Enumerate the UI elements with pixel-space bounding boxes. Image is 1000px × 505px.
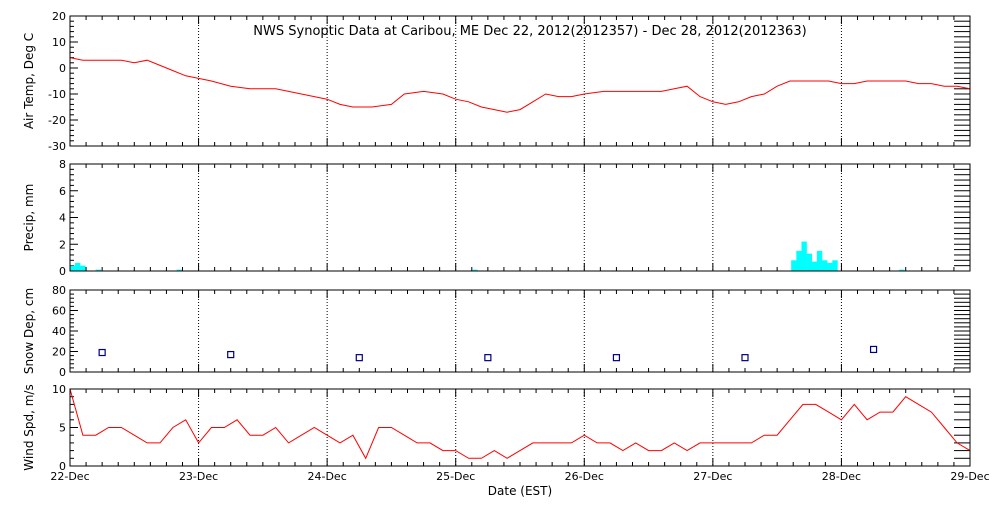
precip-bar bbox=[69, 265, 76, 271]
x-tick-label: 28-Dec bbox=[822, 470, 861, 483]
precip-bar bbox=[176, 269, 182, 271]
x-tick-label: 23-Dec bbox=[179, 470, 218, 483]
precip-panel: 0 2 4 6 8 Precip, mm bbox=[22, 158, 971, 278]
precip-bar bbox=[75, 262, 81, 271]
precip-bar bbox=[796, 250, 802, 271]
chart-title: NWS Synoptic Data at Caribou, ME Dec 22,… bbox=[253, 24, 806, 39]
snow-depth-marker bbox=[741, 354, 749, 362]
precip-bar bbox=[791, 260, 797, 271]
precip-y-tick-label: 0 bbox=[59, 265, 66, 278]
snow-depth-frame bbox=[69, 289, 971, 373]
air-temp-y-tick-label: -20 bbox=[48, 114, 66, 127]
x-axis-label: Date (EST) bbox=[488, 484, 552, 498]
precip-y-axis-label: Precip, mm bbox=[22, 184, 36, 252]
precip-bar bbox=[801, 241, 807, 271]
x-tick-label: 25-Dec bbox=[436, 470, 475, 483]
precip-bar bbox=[899, 269, 905, 271]
precip-bar bbox=[832, 260, 838, 271]
air-temp-y-axis-label: Air Temp, Deg C bbox=[22, 33, 36, 129]
snow-depth-panel: 0 20 40 60 80 Snow Dep, cm bbox=[22, 284, 971, 379]
air-temp-frame bbox=[69, 15, 971, 147]
wind-speed-y-tick-label: 0 bbox=[59, 460, 66, 473]
precip-frame bbox=[69, 163, 971, 272]
air-temp-panel: -30 -20 -10 0 10 20 Air Temp, Deg C bbox=[22, 10, 971, 153]
snow-depth-y-axis-label: Snow Dep, cm bbox=[22, 288, 36, 374]
precip-bar bbox=[822, 260, 828, 271]
air-temp-y-tick-label: -30 bbox=[48, 140, 66, 153]
snow-depth-y-tick-label: 0 bbox=[59, 366, 66, 379]
wind-speed-y-tick-label: 10 bbox=[52, 383, 66, 396]
wind-speed-y-tick-label: 5 bbox=[59, 422, 66, 435]
precip-y-tick-label: 6 bbox=[59, 185, 66, 198]
precip-bar bbox=[816, 250, 823, 271]
snow-depth-marker bbox=[355, 354, 363, 362]
air-temp-y-tick-label: 20 bbox=[52, 10, 66, 23]
snow-depth-marker bbox=[98, 348, 106, 357]
precip-bar bbox=[811, 261, 818, 271]
precip-bar bbox=[80, 265, 86, 271]
wind-speed-panel: 0 5 10 Wind Spd, m/s bbox=[22, 383, 971, 473]
x-tick-label: 22-Dec bbox=[50, 470, 89, 483]
air-temp-series-line bbox=[69, 57, 971, 113]
precip-bar bbox=[806, 253, 812, 271]
snow-depth-y-tick-label: 60 bbox=[52, 305, 66, 318]
snow-depth-marker bbox=[612, 354, 621, 362]
x-tick-label: 29-Dec bbox=[950, 470, 989, 483]
x-tick-label: 26-Dec bbox=[565, 470, 604, 483]
air-temp-y-tick-label: 0 bbox=[59, 62, 66, 75]
snow-depth-marker bbox=[869, 345, 878, 354]
precip-bar bbox=[472, 269, 478, 271]
snow-depth-marker bbox=[484, 354, 492, 362]
precip-y-tick-label: 8 bbox=[59, 158, 66, 171]
chart-panels: -30 -20 -10 0 10 20 Air Temp, Deg C 0 2 4 6 8 Precip… bbox=[22, 10, 990, 483]
x-tick-label: 24-Dec bbox=[308, 470, 347, 483]
precip-y-tick-label: 2 bbox=[59, 238, 66, 251]
air-temp-y-tick-label: -10 bbox=[48, 88, 66, 101]
air-temp-y-tick-label: 10 bbox=[52, 36, 66, 49]
precip-bar bbox=[827, 262, 833, 271]
snow-depth-y-tick-label: 40 bbox=[52, 325, 66, 338]
wind-speed-frame bbox=[69, 388, 971, 467]
snow-depth-marker bbox=[227, 350, 235, 359]
snow-depth-y-tick-label: 80 bbox=[52, 284, 66, 297]
precip-bar bbox=[95, 269, 101, 271]
x-tick-label: 27-Dec bbox=[693, 470, 732, 483]
precip-y-tick-label: 4 bbox=[59, 212, 66, 225]
wind-speed-y-axis-label: Wind Spd, m/s bbox=[22, 384, 36, 470]
snow-depth-y-tick-label: 20 bbox=[52, 346, 66, 359]
wind-speed-series-line bbox=[69, 388, 971, 460]
